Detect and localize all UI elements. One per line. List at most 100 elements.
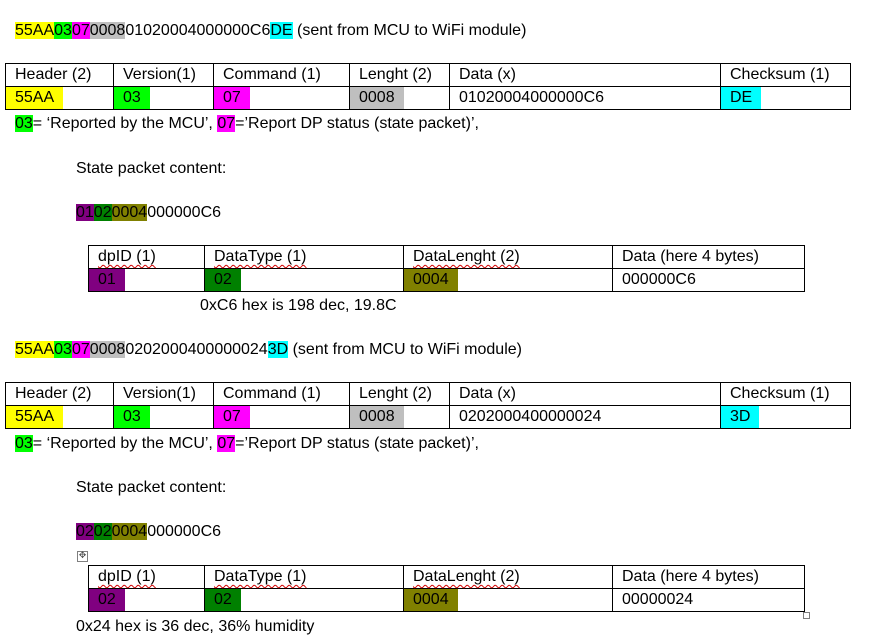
packet1-header-cell: 55AA — [5, 86, 114, 110]
state1-type-value: 02 — [205, 269, 241, 291]
legend1-version-code: 03 — [15, 115, 33, 132]
packet1-command-value: 07 — [214, 87, 250, 109]
dp-col-len: DataLenght (2) — [403, 245, 613, 269]
col-data: Data (x) — [449, 382, 721, 406]
dp-col-id-label: dpID (1) — [98, 568, 156, 585]
packet1-length-hex: 0008 — [89, 22, 126, 39]
packet2-command-value: 07 — [214, 406, 250, 428]
packet2-checksum-cell: 3D — [720, 405, 851, 429]
col-checksum: Checksum (1) — [720, 63, 851, 87]
packet1-hex-line: 55AA0307000801020004000000C6DE (sent fro… — [15, 21, 526, 41]
dp-col-len-label: DataLenght (2) — [413, 568, 520, 585]
state1-dpid-cell: 01 — [88, 268, 205, 292]
packet2-note: (sent from MCU to WiFi module) — [288, 341, 522, 358]
packet2-table-header-row: Header (2) Version(1) Command (1) Lenght… — [5, 382, 851, 406]
state1-data-value: 000000C6 — [612, 268, 805, 292]
dp-col-data: Data (here 4 bytes) — [612, 565, 805, 589]
packet2-table-value-row: 55AA 03 07 0008 0202000400000024 3D — [5, 405, 851, 429]
state2-dpid-hex: 02 — [76, 523, 94, 540]
packet2-version-cell: 03 — [113, 405, 214, 429]
packet1-data-value: 01020004000000C6 — [449, 86, 721, 110]
dp-col-id: dpID (1) — [88, 245, 205, 269]
resize-square-icon[interactable] — [803, 612, 810, 619]
state2-rest-hex: 000000C6 — [147, 523, 222, 540]
state2-len-cell: 0004 — [403, 588, 613, 612]
legend1-command-text: =’Report DP status (state packet)’, — [235, 115, 479, 132]
col-version: Version(1) — [113, 382, 214, 406]
state1-dp-table: dpID (1) DataType (1) DataLenght (2) Dat… — [88, 245, 805, 292]
state1-type-cell: 02 — [204, 268, 404, 292]
packet2-length-hex: 0008 — [89, 341, 126, 358]
state2-hex-line: 02020004000000C6 — [76, 522, 221, 542]
state1-type-hex: 02 — [93, 204, 112, 221]
col-header: Header (2) — [5, 382, 114, 406]
packet1-command-hex: 07 — [71, 22, 90, 39]
packet2-checksum-value: 3D — [721, 406, 760, 428]
note2-text: 0x24 hex is 36 dec, 36% humidity — [76, 618, 315, 635]
note1: 0xC6 hex is 198 dec, 19.8C — [200, 297, 397, 314]
dp-col-type: DataType (1) — [204, 245, 404, 269]
packet1-length-value: 0008 — [350, 87, 404, 109]
move-cross-icon[interactable]: ✥ — [77, 551, 88, 562]
packet1-version-value: 03 — [114, 87, 150, 109]
state2-dpid-cell: 02 — [88, 588, 205, 612]
state1-label: State packet content: — [76, 160, 227, 177]
packet2-header-hex: 55AA — [15, 341, 55, 358]
packet1-checksum-cell: DE — [720, 86, 851, 110]
state1-dp-header-row: dpID (1) DataType (1) DataLenght (2) Dat… — [88, 245, 805, 269]
legend1-version-text: = ‘Reported by the MCU’, — [32, 115, 218, 132]
dp-col-id-label: dpID (1) — [98, 248, 156, 265]
state2-data-value: 00000024 — [612, 588, 805, 612]
col-checksum: Checksum (1) — [720, 382, 851, 406]
dp-col-type: DataType (1) — [204, 565, 404, 589]
legend2-command-code: 07 — [217, 435, 236, 452]
packet1-data-hex: 01020004000000C6 — [125, 22, 271, 39]
packet1-checksum-hex: DE — [270, 22, 293, 39]
legend2-version-code: 03 — [15, 435, 33, 452]
legend1-line: 03= ‘Reported by the MCU’, 07=’Report DP… — [15, 114, 479, 134]
packet1-version-cell: 03 — [113, 86, 214, 110]
packet1-table-value-row: 55AA 03 07 0008 01020004000000C6 DE — [5, 86, 851, 110]
dp-col-id: dpID (1) — [88, 565, 205, 589]
state2-dp-header-row: dpID (1) DataType (1) DataLenght (2) Dat… — [88, 565, 805, 589]
col-version: Version(1) — [113, 63, 214, 87]
packet2-header-value: 55AA — [6, 406, 64, 428]
legend2-line: 03= ‘Reported by the MCU’, 07=’Report DP… — [15, 434, 479, 454]
packet2-command-cell: 07 — [213, 405, 350, 429]
dp-col-type-label: DataType (1) — [214, 248, 307, 265]
packet1-table-header-row: Header (2) Version(1) Command (1) Lenght… — [5, 63, 851, 87]
state2-type-cell: 02 — [204, 588, 404, 612]
state1-value-hex: 000000C6 — [147, 204, 222, 221]
state2-len-value: 0004 — [404, 589, 458, 611]
state1-dpid-value: 01 — [89, 269, 125, 291]
packet1-version-hex: 03 — [54, 22, 72, 39]
col-length: Lenght (2) — [349, 382, 450, 406]
legend2-version-text: = ‘Reported by the MCU’, — [32, 435, 218, 452]
packet2-table: Header (2) Version(1) Command (1) Lenght… — [5, 382, 851, 429]
packet2-data-hex: 0202000400000024 — [125, 341, 268, 358]
packet2-version-value: 03 — [114, 406, 150, 428]
packet2-hex-line: 55AA0307000802020004000000243D (sent fro… — [15, 340, 522, 360]
state2-type-value: 02 — [205, 589, 241, 611]
col-header: Header (2) — [5, 63, 114, 87]
state2-type-hex: 02 — [93, 523, 112, 540]
state2-dp-table: dpID (1) DataType (1) DataLenght (2) Dat… — [88, 565, 805, 612]
packet1-header-value: 55AA — [6, 87, 64, 109]
state1-len-cell: 0004 — [403, 268, 613, 292]
packet2-command-hex: 07 — [71, 341, 90, 358]
col-command: Command (1) — [213, 382, 350, 406]
packet2-length-cell: 0008 — [349, 405, 450, 429]
packet1-table: Header (2) Version(1) Command (1) Lenght… — [5, 63, 851, 110]
dp-col-len: DataLenght (2) — [403, 565, 613, 589]
packet1-header-hex: 55AA — [15, 22, 55, 39]
state1-len-value: 0004 — [404, 269, 458, 291]
packet2-checksum-hex: 3D — [267, 341, 289, 358]
col-length: Lenght (2) — [349, 63, 450, 87]
note2: 0x24 hex is 36 dec, 36% humidity — [76, 617, 314, 637]
packet1-checksum-value: DE — [721, 87, 762, 109]
state1-len-hex: 0004 — [111, 204, 148, 221]
packet1-command-cell: 07 — [213, 86, 350, 110]
state2-label: State packet content: — [76, 479, 227, 496]
packet1-length-cell: 0008 — [349, 86, 450, 110]
state1-dpid-hex: 01 — [76, 204, 94, 221]
